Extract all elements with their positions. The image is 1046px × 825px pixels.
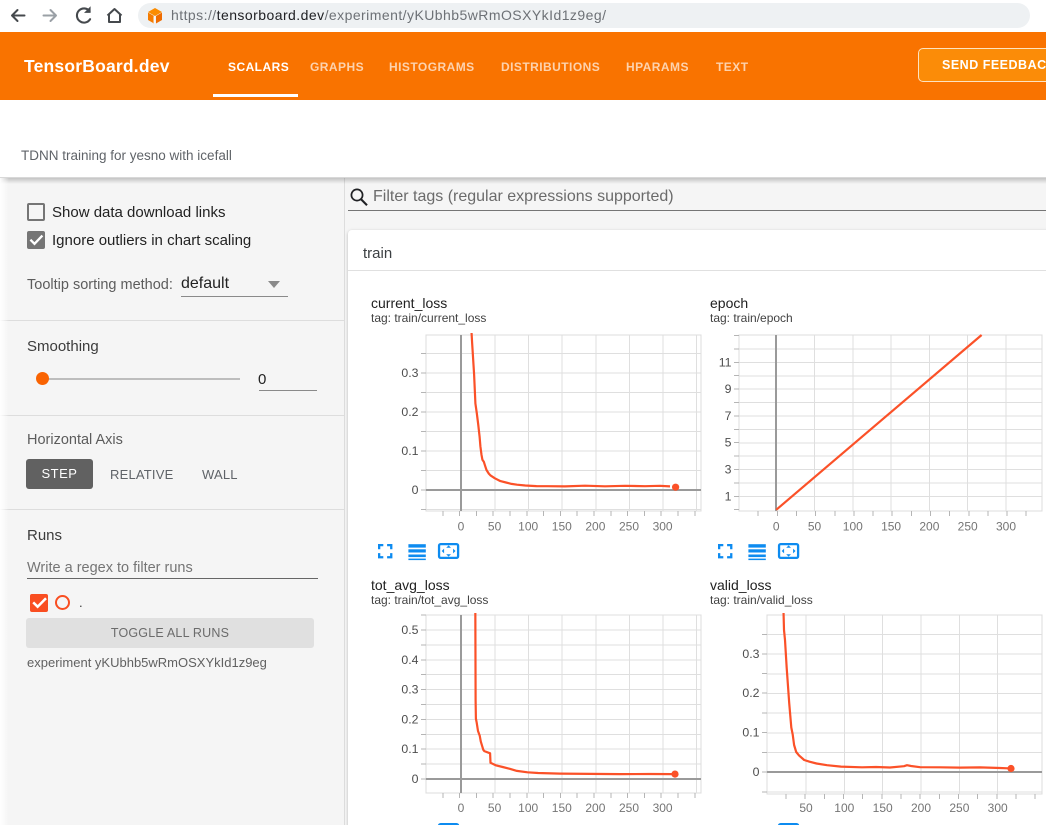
svg-text:0: 0 bbox=[412, 772, 419, 786]
svg-text:300: 300 bbox=[996, 519, 1016, 533]
svg-text:3: 3 bbox=[725, 463, 732, 477]
svg-text:250: 250 bbox=[619, 801, 639, 815]
svg-text:100: 100 bbox=[834, 801, 854, 815]
svg-text:0: 0 bbox=[753, 765, 760, 779]
svg-text:7: 7 bbox=[725, 409, 732, 423]
svg-text:1: 1 bbox=[725, 489, 732, 503]
svg-text:250: 250 bbox=[949, 801, 969, 815]
svg-text:0: 0 bbox=[458, 801, 465, 815]
svg-text:0: 0 bbox=[773, 519, 780, 533]
svg-text:0.2: 0.2 bbox=[401, 712, 418, 726]
svg-text:11: 11 bbox=[719, 355, 732, 369]
svg-text:5: 5 bbox=[725, 436, 732, 450]
svg-text:0.3: 0.3 bbox=[401, 683, 418, 697]
svg-text:100: 100 bbox=[518, 801, 538, 815]
svg-text:150: 150 bbox=[873, 801, 893, 815]
svg-text:0.2: 0.2 bbox=[742, 686, 759, 700]
svg-text:0.4: 0.4 bbox=[401, 653, 418, 667]
svg-text:150: 150 bbox=[552, 801, 572, 815]
svg-text:200: 200 bbox=[911, 801, 931, 815]
svg-text:150: 150 bbox=[552, 519, 572, 533]
svg-text:300: 300 bbox=[653, 519, 673, 533]
svg-text:200: 200 bbox=[585, 519, 605, 533]
svg-text:50: 50 bbox=[799, 801, 813, 815]
svg-text:0.1: 0.1 bbox=[401, 742, 418, 756]
svg-text:50: 50 bbox=[808, 519, 822, 533]
svg-text:0.1: 0.1 bbox=[742, 726, 759, 740]
svg-text:150: 150 bbox=[881, 519, 901, 533]
svg-text:50: 50 bbox=[488, 519, 502, 533]
svg-text:0.1: 0.1 bbox=[401, 444, 418, 458]
svg-text:300: 300 bbox=[988, 801, 1008, 815]
svg-text:50: 50 bbox=[488, 801, 502, 815]
svg-text:100: 100 bbox=[518, 519, 538, 533]
svg-text:200: 200 bbox=[585, 801, 605, 815]
svg-text:200: 200 bbox=[919, 519, 939, 533]
svg-text:0.3: 0.3 bbox=[401, 366, 418, 380]
svg-text:250: 250 bbox=[958, 519, 978, 533]
svg-text:0: 0 bbox=[412, 483, 419, 497]
svg-text:0: 0 bbox=[458, 519, 465, 533]
svg-text:250: 250 bbox=[619, 519, 639, 533]
svg-text:100: 100 bbox=[843, 519, 863, 533]
svg-text:0.5: 0.5 bbox=[401, 623, 418, 637]
svg-text:0.2: 0.2 bbox=[401, 405, 418, 419]
svg-text:9: 9 bbox=[725, 382, 732, 396]
svg-text:300: 300 bbox=[653, 801, 673, 815]
svg-text:0.3: 0.3 bbox=[742, 647, 759, 661]
